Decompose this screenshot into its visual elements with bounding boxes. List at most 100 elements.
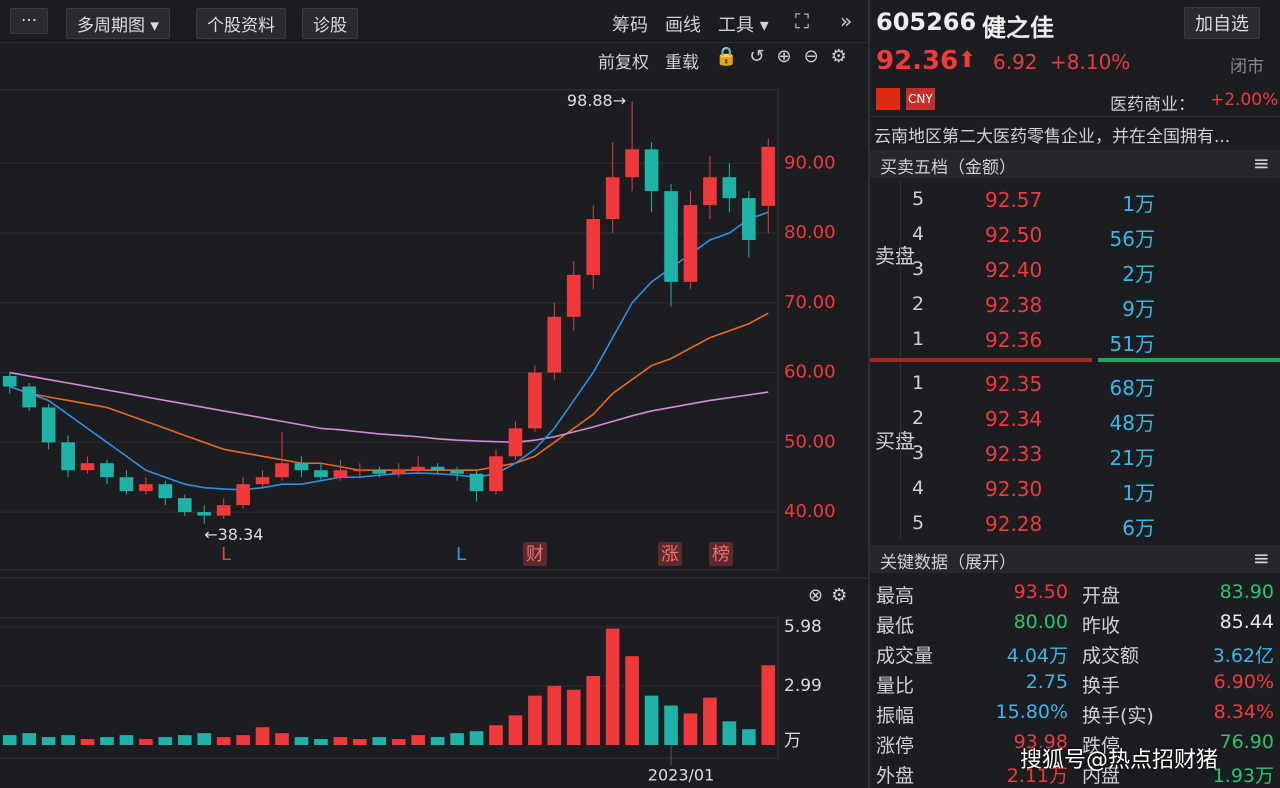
candle-body <box>508 428 523 457</box>
level: 2 <box>912 407 925 429</box>
volume-bar <box>139 739 153 745</box>
level: 4 <box>912 223 925 245</box>
y-tick-label: 70.00 <box>784 292 836 313</box>
order-amount: 9万 <box>1122 297 1155 321</box>
volume-bar <box>119 735 134 745</box>
candle-body <box>469 473 484 492</box>
menu-icon[interactable]: ≡ <box>1253 546 1270 570</box>
reload-button[interactable]: 重载 <box>665 53 699 73</box>
level: 2 <box>912 293 925 315</box>
sell-ratio-bar <box>870 358 1092 362</box>
volume-bar <box>353 739 367 745</box>
candle-body <box>139 484 153 492</box>
candle-body <box>391 470 406 474</box>
volume-bar <box>294 737 309 745</box>
tools-button[interactable]: 工具 ▾ <box>718 15 769 36</box>
candle-body <box>664 191 678 282</box>
volume-bar <box>761 665 776 745</box>
key-value: 15.80% <box>995 701 1068 723</box>
event-marker: 财 <box>526 544 544 565</box>
volume-bar <box>644 695 659 745</box>
volume-bar <box>391 739 406 745</box>
key-label: 最高 <box>876 585 915 607</box>
candle-body <box>489 456 503 492</box>
multi-period-button[interactable]: 多周期图 ▾ <box>66 8 170 39</box>
volume-bar <box>586 675 601 745</box>
industry: 医药商业： <box>1110 95 1195 115</box>
candle-body <box>683 205 698 282</box>
key-label: 涨停 <box>876 735 915 757</box>
price: 92.36 <box>876 46 959 76</box>
y-tick-label: 80.00 <box>784 222 836 243</box>
stock-name: 健之佳 <box>982 14 1054 42</box>
collapse-icon[interactable]: » <box>840 9 853 33</box>
fullscreen-icon[interactable]: ⛶ <box>795 9 809 33</box>
adjust-button[interactable]: 前复权 <box>598 53 649 73</box>
divider <box>868 0 870 788</box>
order-price: 92.33 <box>985 442 1043 466</box>
key-label: 昨收 <box>1082 615 1121 637</box>
candle-body <box>353 470 367 472</box>
volume-bar <box>625 656 639 745</box>
chips-button[interactable]: 筹码 <box>612 15 648 36</box>
candle-body <box>703 177 717 206</box>
candle-body <box>22 386 36 408</box>
divider <box>0 42 868 43</box>
volume-icons[interactable]: ⊗⚙ <box>808 585 856 606</box>
candle-body <box>625 149 639 178</box>
key-value: 2.75 <box>1025 671 1068 693</box>
more-button[interactable]: ··· <box>10 8 49 34</box>
level: 5 <box>912 188 925 210</box>
order-price: 92.30 <box>985 477 1043 501</box>
level: 3 <box>912 258 925 280</box>
volume-bar <box>216 737 231 745</box>
event-box <box>658 542 682 566</box>
add-watchlist-button[interactable]: 加自选 <box>1184 7 1260 39</box>
order-amount: 51万 <box>1109 332 1155 356</box>
volume-bar <box>333 737 348 745</box>
candle-body <box>430 466 445 471</box>
order-amount: 1万 <box>1122 192 1155 216</box>
key-value: 4.04万 <box>1006 645 1068 667</box>
watermark: 搜狐号@热点招财猪 <box>1020 748 1219 773</box>
y-tick-label: 90.00 <box>784 152 836 173</box>
candle-body <box>605 177 620 220</box>
menu-icon[interactable]: ≡ <box>1253 151 1270 175</box>
candle-body <box>761 146 776 206</box>
volume-bar <box>372 737 387 745</box>
volume-bar <box>566 689 581 745</box>
candle-body <box>255 477 270 485</box>
event-box <box>523 542 547 566</box>
chart-icons[interactable]: 🔒↺⊕⊖⚙ <box>715 46 859 67</box>
key-label: 成交量 <box>876 645 934 667</box>
candle-body <box>586 219 601 275</box>
high-annotation: 98.88→ <box>567 91 626 110</box>
diagnose-button[interactable]: 诊股 <box>302 8 358 39</box>
key-value: 93.98 <box>1013 731 1068 753</box>
volume-bar <box>450 733 464 745</box>
order-price: 92.36 <box>985 328 1043 352</box>
y-tick-label: 2.99 <box>784 676 822 696</box>
currency-badge: CNY <box>906 88 935 110</box>
divider <box>870 116 1280 117</box>
y-tick-label: 5.98 <box>784 617 822 637</box>
key-label: 最低 <box>876 615 915 637</box>
buy-ratio-bar <box>1098 358 1280 362</box>
volume-bar <box>177 735 192 745</box>
key-value: 3.62亿 <box>1212 645 1274 667</box>
key-value: 93.50 <box>1013 581 1068 603</box>
order-book-title: 买卖五档（金额） <box>880 158 1016 178</box>
order-amount: 6万 <box>1122 516 1155 540</box>
order-amount: 1万 <box>1122 481 1155 505</box>
candle-body <box>61 442 75 471</box>
draw-button[interactable]: 画线 <box>665 15 701 36</box>
key-value: 8.34% <box>1213 701 1274 723</box>
unit-label: 万 <box>784 731 801 751</box>
stock-info-button[interactable]: 个股资料 <box>196 8 286 39</box>
candle-body <box>547 316 562 373</box>
volume-bar <box>22 733 36 745</box>
key-label: 内盘 <box>1082 765 1121 787</box>
y-tick-label: 60.00 <box>784 362 836 383</box>
candle-body <box>566 274 581 317</box>
